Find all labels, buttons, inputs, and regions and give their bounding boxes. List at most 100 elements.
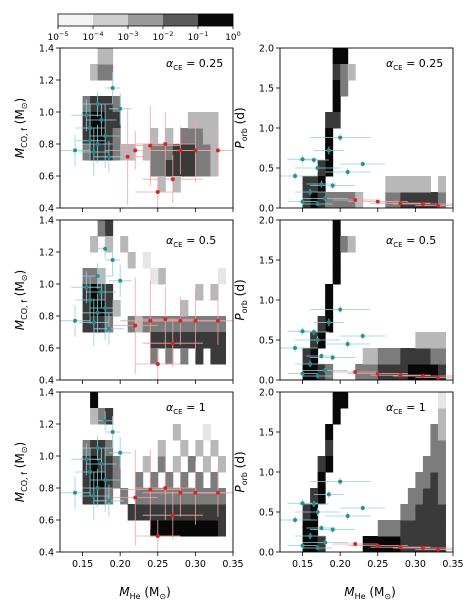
heatmap-cell: [195, 520, 204, 537]
elm-point: [315, 546, 320, 550]
heatmap-cell: [332, 112, 341, 129]
heatmap-cell: [195, 332, 204, 349]
heatmap-cell: [172, 520, 181, 537]
heatmap-cell: [172, 424, 181, 441]
wd-point: [148, 143, 153, 148]
heatmap-cell: [415, 504, 424, 521]
wd-point: [163, 317, 168, 322]
y-tick-label: 1.0: [39, 280, 54, 291]
elm-point: [91, 150, 96, 154]
heatmap-cell: [340, 236, 349, 253]
heatmap-cell: [105, 236, 114, 253]
heatmap-cell: [187, 128, 196, 145]
wd-point: [170, 513, 175, 518]
panel-frame: [59, 47, 234, 209]
heatmap-cell: [437, 456, 446, 473]
heatmap-cell: [332, 64, 341, 81]
wd-point: [163, 486, 168, 490]
heatmap-cell: [195, 160, 204, 177]
wd-point: [420, 546, 425, 550]
wd-point: [148, 318, 153, 323]
heatmap-cell: [415, 536, 424, 552]
panel-body: [280, 48, 453, 208]
heatmap-cell: [347, 236, 356, 253]
heatmap-cell: [150, 520, 159, 537]
y-tick-label: 1.4: [39, 44, 54, 55]
elm-point: [91, 320, 96, 325]
heatmap-cell: [332, 220, 341, 237]
elm-point: [300, 543, 305, 548]
heatmap-cell: [172, 160, 181, 177]
heatmap-cell: [157, 332, 166, 349]
heatmap-cell: [437, 364, 446, 380]
wd-point: [398, 201, 403, 206]
wd-point: [178, 148, 183, 153]
elm-point: [88, 138, 93, 143]
x-tick-label: 0.15: [292, 559, 313, 570]
panel-body: [280, 392, 453, 552]
heatmap-cell: [157, 504, 166, 521]
heatmap-cell: [112, 144, 121, 161]
elm-point: [99, 290, 104, 294]
elm-point: [360, 162, 365, 166]
wd-point: [353, 542, 358, 546]
heatmap-cell: [415, 348, 424, 365]
heatmap-cell: [172, 316, 181, 333]
heatmap-cell: [202, 424, 211, 441]
y-tick-label: 1.5: [259, 256, 274, 267]
heatmap-cell: [82, 300, 91, 317]
heatmap-cell: [150, 488, 159, 505]
heatmap-cell: [400, 364, 409, 380]
heatmap-cell: [187, 504, 196, 521]
elm-point: [118, 278, 123, 283]
heatmap-cell: [407, 176, 416, 193]
heatmap-cell: [385, 176, 394, 193]
heatmap-cell: [400, 536, 409, 552]
wd-point: [178, 318, 183, 323]
heatmap-cell: [422, 348, 431, 365]
elm-point: [118, 106, 123, 111]
y-tick-label: 0.6: [39, 172, 54, 183]
wd-point: [420, 374, 425, 378]
heatmap-cell: [422, 472, 431, 489]
y-tick-label: 0.4: [39, 548, 54, 559]
wd-point: [398, 373, 403, 378]
elm-point: [330, 183, 335, 188]
wd-point: [170, 341, 175, 346]
heatmap-cell: [422, 364, 431, 380]
elm-point: [315, 338, 320, 342]
heatmap-cell: [437, 424, 446, 441]
elm-point: [315, 202, 320, 206]
colorbar-frame: [57, 13, 234, 27]
colorbar-tick-label: 10−3: [117, 30, 138, 43]
heatmap-cell: [437, 536, 446, 552]
x-tick-label: 0.25: [367, 559, 388, 570]
elm-point: [99, 118, 104, 122]
heatmap-cell: [302, 364, 311, 380]
heatmap-cell: [142, 252, 151, 269]
elm-point: [323, 196, 328, 201]
elm-point: [106, 498, 111, 503]
panel-body: [60, 220, 233, 380]
heatmap-cell: [400, 504, 409, 521]
elm-point: [95, 310, 100, 315]
elm-point: [300, 199, 305, 204]
heatmap-cell: [317, 192, 326, 208]
elm-point: [326, 492, 331, 497]
elm-point: [110, 258, 115, 262]
elm-point: [308, 534, 313, 538]
heatmap-cell: [112, 456, 121, 473]
y-tick-label: 1.0: [39, 452, 54, 463]
heatmap-cell: [187, 144, 196, 161]
y-tick-label: 0.5: [259, 508, 274, 519]
colorbar-tick-label: 10−5: [47, 30, 68, 43]
elm-point: [330, 355, 335, 360]
ylabel-right-row3: Porb (d): [233, 451, 249, 492]
y-tick-label: 0.8: [39, 140, 54, 151]
heatmap-cell: [202, 128, 211, 145]
elm-point: [95, 486, 100, 490]
heatmap-cell: [195, 112, 204, 129]
alpha-label-row1-right: αCE = 0.25: [386, 57, 443, 72]
heatmap-cell: [217, 316, 226, 333]
elm-point: [345, 514, 350, 518]
